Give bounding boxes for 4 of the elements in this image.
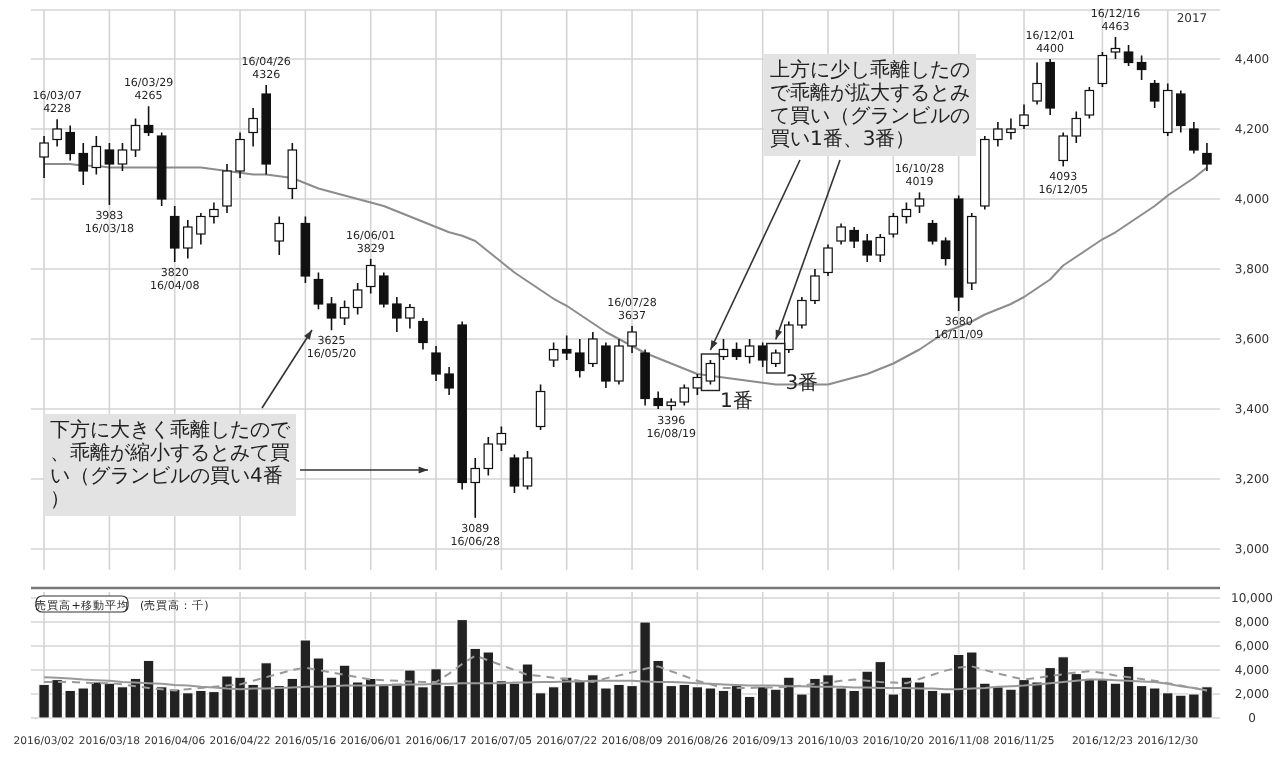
annotation: 3番 xyxy=(785,371,819,395)
annotation: 1番 xyxy=(720,388,753,413)
annotation: 上方に少し乖離したので乖離が拡大するとみて買い（グランビルの買い1番、3番） xyxy=(770,58,970,151)
annotation: 下方に大きく乖離したので、乖離が縮小するとみて買い（グランビルの買い4番） xyxy=(50,418,292,511)
